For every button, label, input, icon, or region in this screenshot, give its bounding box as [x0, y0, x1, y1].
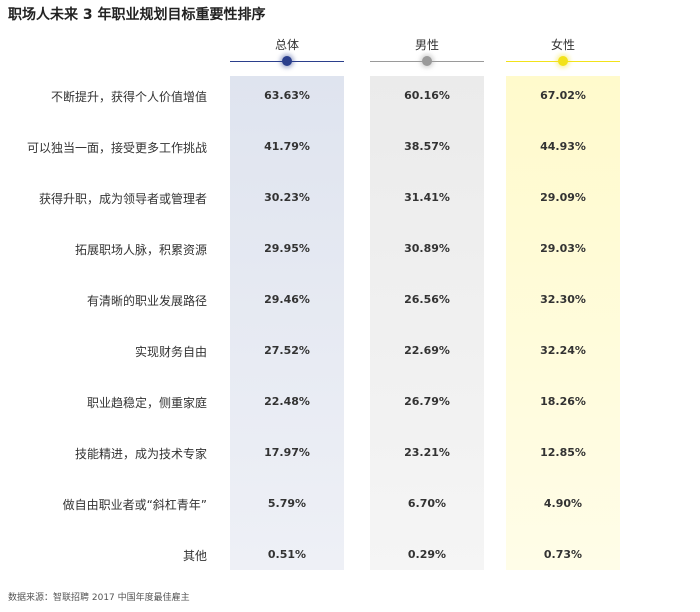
- value-cell-male: 31.41%: [404, 191, 450, 204]
- value-cell-female: 18.26%: [540, 395, 586, 408]
- value-cell-total: 29.46%: [264, 293, 310, 306]
- chart-title: 职场人未来 3 年职业规划目标重要性排序: [8, 7, 266, 23]
- column-header-female: 女性: [550, 38, 575, 52]
- value-cell-total: 17.97%: [264, 446, 310, 459]
- value-cell-male: 38.57%: [404, 140, 450, 153]
- row-label: 实现财务自由: [134, 345, 207, 359]
- value-cell-total: 41.79%: [264, 140, 310, 153]
- value-cell-total: 27.52%: [264, 344, 310, 357]
- value-cell-total: 63.63%: [264, 89, 310, 102]
- value-cell-male: 30.89%: [404, 242, 450, 255]
- value-cell-female: 12.85%: [540, 446, 586, 459]
- value-cell-female: 67.02%: [540, 89, 586, 102]
- value-cell-male: 0.29%: [407, 548, 447, 561]
- value-cell-female: 32.24%: [540, 344, 586, 357]
- column-marker-dot-female: [558, 56, 568, 66]
- value-cell-male: 60.16%: [404, 89, 450, 102]
- data-source: 数据来源：智联招聘 2017 中国年度最佳雇主: [8, 593, 190, 603]
- value-cell-female: 29.03%: [540, 242, 586, 255]
- value-cell-female: 0.73%: [543, 548, 583, 561]
- row-label: 可以独当一面，接受更多工作挑战: [26, 141, 207, 155]
- row-label: 做自由职业者或“斜杠青年”: [62, 498, 207, 512]
- value-cell-male: 26.79%: [404, 395, 450, 408]
- value-cell-total: 29.95%: [264, 242, 310, 255]
- row-label: 不断提升，获得个人价值增值: [50, 90, 207, 104]
- value-cell-total: 5.79%: [267, 497, 307, 510]
- column-background-total: [230, 76, 344, 570]
- value-cell-female: 4.90%: [543, 497, 583, 510]
- value-cell-total: 0.51%: [267, 548, 307, 561]
- row-label: 其他: [182, 549, 207, 563]
- row-label: 有清晰的职业发展路径: [86, 294, 207, 308]
- row-label: 获得升职，成为领导者或管理者: [38, 192, 207, 206]
- column-background-male: [370, 76, 484, 570]
- column-header-total: 总体: [274, 38, 299, 52]
- column-marker-dot-total: [282, 56, 292, 66]
- column-background-female: [506, 76, 620, 570]
- value-cell-male: 22.69%: [404, 344, 450, 357]
- value-cell-total: 30.23%: [264, 191, 310, 204]
- value-cell-female: 29.09%: [540, 191, 586, 204]
- value-cell-male: 23.21%: [404, 446, 450, 459]
- column-header-male: 男性: [414, 38, 439, 52]
- row-label: 技能精进，成为技术专家: [74, 447, 207, 461]
- value-cell-male: 6.70%: [407, 497, 447, 510]
- row-label: 拓展职场人脉，积累资源: [74, 243, 207, 257]
- value-cell-female: 32.30%: [540, 293, 586, 306]
- value-cell-total: 22.48%: [264, 395, 310, 408]
- value-cell-male: 26.56%: [404, 293, 450, 306]
- row-label: 职业趋稳定，侧重家庭: [86, 396, 207, 410]
- value-cell-female: 44.93%: [540, 140, 586, 153]
- column-marker-dot-male: [422, 56, 432, 66]
